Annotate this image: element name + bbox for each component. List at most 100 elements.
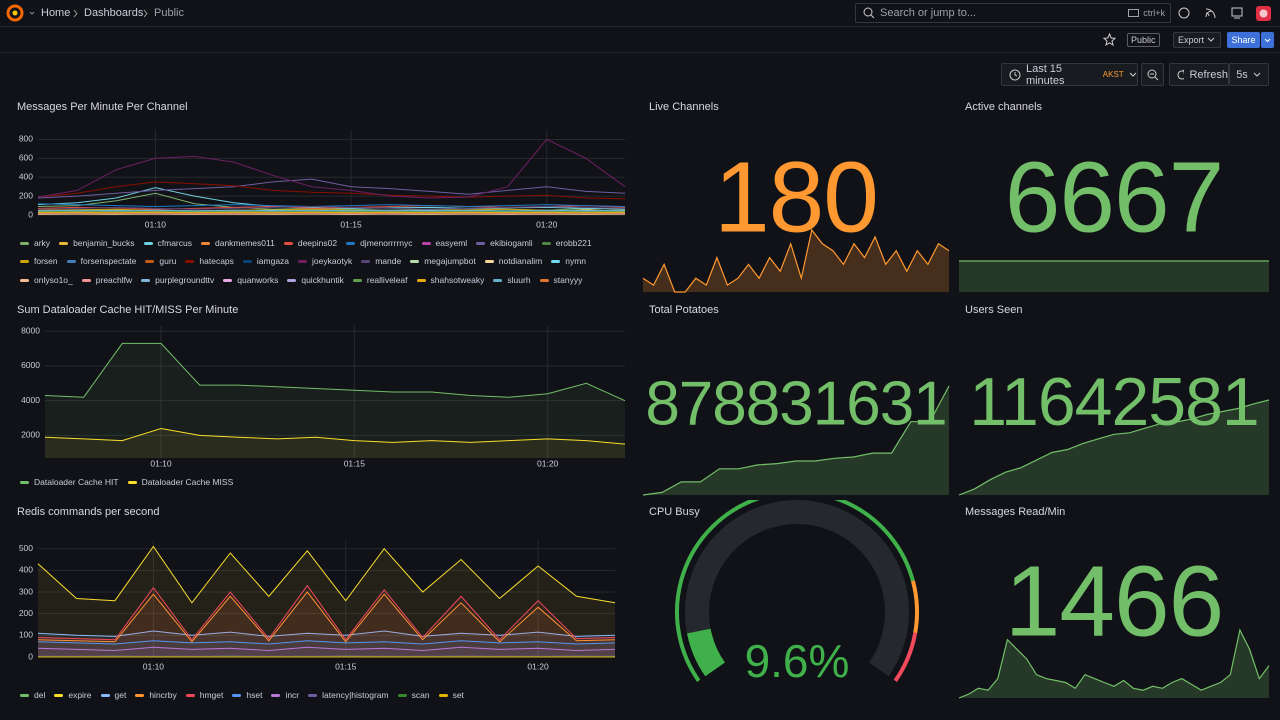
sparkline-area <box>643 386 949 495</box>
legend-item[interactable]: hincrby <box>135 676 177 715</box>
legend-item[interactable]: latency|histogram <box>308 676 389 715</box>
legend-item[interactable]: deepins02 <box>283 234 337 253</box>
legend-item[interactable]: mande <box>361 253 401 272</box>
legend-item[interactable]: Dataloader Cache HIT <box>20 472 119 493</box>
legend-item[interactable]: purplegroundttv <box>141 271 214 290</box>
legend-label: incr <box>285 689 300 700</box>
series-area <box>45 428 625 458</box>
legend-swatch <box>308 694 318 697</box>
breadcrumb: Public <box>154 7 184 19</box>
legend-item[interactable]: Dataloader Cache MISS <box>127 472 233 493</box>
legend-item[interactable]: cfmarcus <box>143 234 192 253</box>
star-icon[interactable] <box>1103 33 1116 46</box>
legend-item[interactable]: realliveleaf <box>352 271 408 290</box>
legend-item[interactable]: incr <box>271 676 299 715</box>
legend-swatch <box>551 260 561 264</box>
legend-swatch <box>361 260 371 264</box>
legend-item[interactable]: djmenorrrrnyc <box>346 234 413 253</box>
legend-item[interactable]: guru <box>145 253 176 272</box>
legend-label: dankmemes011 <box>214 237 275 248</box>
refresh-label: Refresh <box>1189 68 1228 81</box>
legend-item[interactable]: joeykaotyk <box>298 253 352 272</box>
sparkline <box>958 628 1270 699</box>
legend-item[interactable]: set <box>438 676 464 715</box>
panel: 6667 Active channels <box>956 95 1272 295</box>
legend-item[interactable]: stanyyy <box>539 271 582 290</box>
time-picker[interactable]: Last 15 minutes AKST <box>1001 63 1138 87</box>
y-tick-label: 0 <box>28 651 33 661</box>
legend-label: hset <box>246 689 263 700</box>
separator <box>73 9 78 18</box>
legend-item[interactable]: arky <box>20 234 50 253</box>
legend-label: purplegroundttv <box>155 274 215 285</box>
legend-item[interactable]: notdianalim <box>484 253 542 272</box>
panel-title: Redis commands per second <box>17 506 160 518</box>
legend-item[interactable]: iamgaza <box>242 253 289 272</box>
series-line <box>37 591 616 643</box>
legend-item[interactable]: get <box>100 676 127 715</box>
y-tick-label: 100 <box>19 630 33 640</box>
series-area <box>38 592 615 657</box>
legend-swatch <box>541 241 551 245</box>
nav-icons[interactable] <box>1176 5 1276 23</box>
dashboard-controls: Public Export Share <box>0 27 1280 53</box>
export-label: Export <box>1177 35 1204 45</box>
legend-item[interactable]: erobb221 <box>541 234 592 253</box>
series-line <box>37 138 626 199</box>
legend-swatch <box>493 279 503 283</box>
legend-label: erobb221 <box>555 237 592 248</box>
stat-value: 878831631 <box>645 369 946 438</box>
legend-item[interactable]: quanworks <box>223 271 278 290</box>
legend-swatch <box>81 279 91 283</box>
zoom-out[interactable] <box>1141 63 1164 86</box>
logo[interactable] <box>6 4 36 22</box>
legend-swatch <box>232 694 242 697</box>
gauge-label: 9.6% <box>745 635 850 687</box>
series-line <box>37 640 616 645</box>
legend-item[interactable]: nymn <box>551 253 586 272</box>
legend-swatch <box>66 260 76 264</box>
legend-label: onlyso1o_ <box>34 274 73 285</box>
legend-label: forsen <box>34 256 58 267</box>
legend-item[interactable]: expire <box>54 676 92 715</box>
legend-item[interactable]: preachlfw <box>81 271 132 290</box>
stat-value: 180 <box>714 141 878 253</box>
legend-item[interactable]: onlyso1o_ <box>20 271 73 290</box>
legend-item[interactable]: scan <box>397 676 430 715</box>
legend-swatch <box>283 241 293 245</box>
series-line <box>37 630 616 637</box>
breadcrumb[interactable]: Home <box>41 7 71 19</box>
panel: 0 200 400 600 800 01:10 01:15 01:20 Messages Per… <box>8 95 632 290</box>
legend-item[interactable]: forsen <box>20 253 58 272</box>
legend-swatch <box>298 260 308 264</box>
threshold-band <box>674 500 915 682</box>
legend-swatch <box>271 694 281 697</box>
legend-item[interactable]: easyeml <box>421 234 467 253</box>
legend-item[interactable]: del <box>20 676 45 715</box>
legend: Dataloader Cache HIT Dataloader Cache MIS… <box>20 472 624 493</box>
legend-item[interactable]: forsenspectate <box>66 253 136 272</box>
legend-item[interactable]: hmget <box>185 676 223 715</box>
legend-label: get <box>114 689 127 700</box>
legend-item[interactable]: quickhuntik <box>287 271 344 290</box>
legend-item[interactable]: hset <box>232 676 262 715</box>
breadcrumb[interactable]: Dashboards <box>84 7 144 19</box>
legend-item[interactable]: ekibiogamli <box>476 234 533 253</box>
legend-item[interactable]: benjamin_bucks <box>59 234 135 253</box>
export-button[interactable]: Export <box>1173 32 1221 48</box>
search-box[interactable]: Search or jump to... ctrl+k <box>855 3 1171 23</box>
panel-title: Messages Per Minute Per Channel <box>17 101 188 113</box>
share-menu[interactable] <box>1261 32 1274 48</box>
legend-item[interactable]: sluurh <box>493 271 531 290</box>
legend-item[interactable]: megajumpbot <box>410 253 476 272</box>
refresh-button[interactable]: Refresh <box>1169 63 1229 86</box>
legend-swatch <box>59 241 69 245</box>
legend-swatch <box>410 260 420 264</box>
legend-item[interactable]: dankmemes011 <box>200 234 275 253</box>
share-button[interactable]: Share <box>1227 32 1260 48</box>
legend-item[interactable]: shahsotweaky <box>416 271 484 290</box>
panel: 0 100 200 300 400 500 01:10 01:15 01:20 Redis com… <box>8 500 632 715</box>
refresh-interval[interactable]: 5s <box>1229 63 1269 86</box>
legend-item[interactable]: hatecaps <box>185 253 234 272</box>
